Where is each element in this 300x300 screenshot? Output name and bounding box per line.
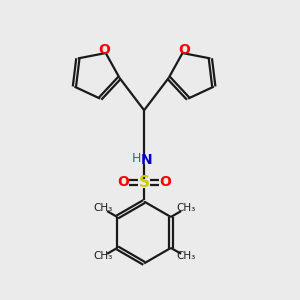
- Text: O: O: [117, 175, 129, 188]
- Text: S: S: [139, 175, 150, 190]
- Text: CH₃: CH₃: [176, 203, 195, 213]
- Text: H: H: [131, 152, 141, 165]
- Text: CH₃: CH₃: [93, 203, 112, 213]
- Text: CH₃: CH₃: [176, 251, 195, 261]
- Text: CH₃: CH₃: [93, 251, 112, 261]
- Text: O: O: [159, 175, 171, 188]
- Text: O: O: [98, 43, 110, 57]
- Text: O: O: [178, 43, 190, 57]
- Text: N: N: [141, 153, 153, 167]
